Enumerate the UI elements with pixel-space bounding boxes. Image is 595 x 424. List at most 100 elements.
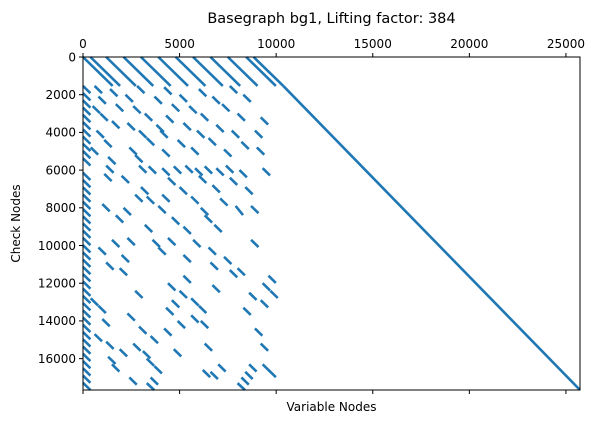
nonzero-block-204 xyxy=(145,382,156,391)
nonzero-block-84 xyxy=(103,172,113,183)
nonzero-block-182 xyxy=(118,348,129,358)
nonzero-block-198 xyxy=(267,369,277,379)
nonzero-block-99 xyxy=(190,195,200,205)
nonzero-block-97 xyxy=(145,195,156,205)
nonzero-block-190 xyxy=(153,365,163,375)
nonzero-block-147 xyxy=(82,287,92,297)
nonzero-block-9 xyxy=(226,56,259,87)
nonzero-block-20 xyxy=(97,95,107,105)
nonzero-block-127 xyxy=(157,246,167,256)
nonzero-block-18 xyxy=(228,85,239,95)
nonzero-block-176 xyxy=(82,338,92,348)
nonzero-block-77 xyxy=(194,167,204,177)
nonzero-block-184 xyxy=(172,348,183,358)
x-tick-label: 25000 xyxy=(547,37,585,51)
nonzero-block-205 xyxy=(236,382,246,391)
nonzero-block-157 xyxy=(82,302,92,312)
nonzero-block-112 xyxy=(203,214,214,224)
x-tick-label: 0 xyxy=(79,37,87,51)
nonzero-block-78 xyxy=(203,165,214,175)
nonzero-block-118 xyxy=(82,237,92,247)
nonzero-block-91 xyxy=(178,186,188,196)
nonzero-block-125 xyxy=(82,244,92,254)
nonzero-block-151 xyxy=(269,289,279,299)
nonzero-block-107 xyxy=(250,204,260,215)
x-tick-label: 5000 xyxy=(164,37,195,51)
nonzero-block-103 xyxy=(122,206,132,216)
nonzero-block-59 xyxy=(82,135,92,145)
sparsity-marks xyxy=(82,56,581,391)
nonzero-block-76 xyxy=(184,164,194,174)
nonzero-block-144 xyxy=(167,282,177,292)
nonzero-block-43 xyxy=(155,123,165,134)
nonzero-block-87 xyxy=(197,174,208,184)
y-axis-label: Check Nodes xyxy=(9,184,23,262)
nonzero-block-185 xyxy=(82,352,92,362)
nonzero-block-163 xyxy=(126,312,136,322)
x-axis-ticks: 0 5000 10000 15000 20000 25000 xyxy=(79,37,585,394)
y-tick-label: 10000 xyxy=(38,239,76,253)
nonzero-block-33 xyxy=(82,106,92,116)
nonzero-block-36 xyxy=(165,114,175,124)
nonzero-block-194 xyxy=(82,367,92,377)
nonzero-block-105 xyxy=(199,206,210,216)
x-tick-label: 10000 xyxy=(257,37,295,51)
nonzero-block-131 xyxy=(182,254,192,264)
y-tick-label: 12000 xyxy=(38,277,76,291)
nonzero-block-130 xyxy=(120,254,130,264)
nonzero-block-75 xyxy=(172,165,183,175)
plot-frame xyxy=(82,56,581,391)
nonzero-block-71 xyxy=(105,164,115,174)
nonzero-block-178 xyxy=(132,342,142,352)
nonzero-block-67 xyxy=(107,155,117,166)
nonzero-block-34 xyxy=(99,112,109,122)
nonzero-block-54 xyxy=(103,139,113,149)
nonzero-block-17 xyxy=(197,88,208,98)
nonzero-block-141 xyxy=(182,274,192,284)
nonzero-block-46 xyxy=(82,121,92,131)
nonzero-block-65 xyxy=(255,146,266,156)
nonzero-block-140 xyxy=(82,273,92,283)
nonzero-block-88 xyxy=(228,176,239,186)
nonzero-block-191 xyxy=(217,363,227,373)
y-tick-label: 4000 xyxy=(45,126,76,140)
nonzero-block-2 xyxy=(105,56,137,87)
chart-title: Basegraph bg1, Lifting factor: 384 xyxy=(207,11,455,27)
nonzero-block-156 xyxy=(259,299,270,309)
y-tick-label: 0 xyxy=(68,50,76,64)
nonzero-block-81 xyxy=(238,169,248,179)
nonzero-block-30 xyxy=(170,103,181,113)
nonzero-block-200 xyxy=(128,376,138,386)
nonzero-block-186 xyxy=(107,355,117,365)
nonzero-block-96 xyxy=(134,193,144,203)
nonzero-block-52 xyxy=(254,129,264,139)
nonzero-block-94 xyxy=(82,186,92,196)
x-axis-label: Variable Nodes xyxy=(287,400,377,414)
nonzero-block-124 xyxy=(250,238,260,249)
nonzero-block-196 xyxy=(209,370,219,380)
y-tick-label: 6000 xyxy=(45,163,76,177)
nonzero-block-48 xyxy=(138,129,148,139)
nonzero-block-69 xyxy=(82,150,92,160)
nonzero-block-63 xyxy=(190,146,200,156)
nonzero-block-104 xyxy=(157,204,167,215)
nonzero-block-206 xyxy=(282,85,581,391)
nonzero-block-16 xyxy=(163,86,173,96)
nonzero-block-135 xyxy=(209,261,219,271)
nonzero-block-149 xyxy=(178,289,188,299)
nonzero-block-61 xyxy=(128,146,138,156)
nonzero-block-73 xyxy=(147,165,158,175)
nonzero-block-145 xyxy=(211,284,221,294)
nonzero-block-143 xyxy=(82,280,92,290)
nonzero-block-201 xyxy=(149,376,159,386)
nonzero-block-19 xyxy=(82,92,92,102)
nonzero-block-116 xyxy=(213,223,223,233)
nonzero-block-142 xyxy=(267,274,277,284)
nonzero-block-113 xyxy=(82,222,92,232)
nonzero-block-26 xyxy=(82,99,92,109)
nonzero-block-93 xyxy=(244,186,254,196)
nonzero-block-166 xyxy=(101,318,111,328)
nonzero-block-171 xyxy=(163,327,173,337)
nonzero-block-23 xyxy=(178,93,188,103)
